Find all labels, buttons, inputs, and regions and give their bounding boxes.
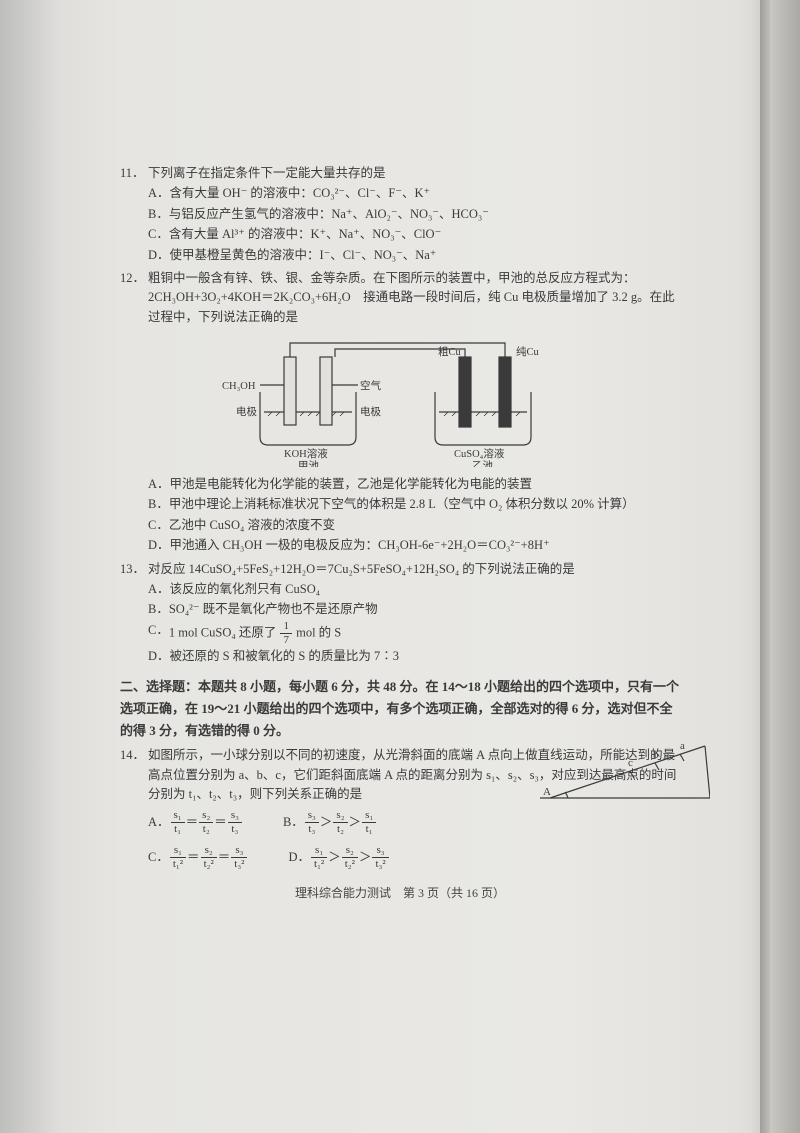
q12-opt-a: A．甲池是电能转化为化学能的装置，乙池是化学能转化为电能的装置 bbox=[148, 475, 680, 494]
q11-opt-b: B．与铝反应产生氢气的溶液中：Na⁺、AlO₂⁻、NO₃⁻、HCO₃⁻ bbox=[148, 205, 680, 224]
label-dianji-r: 电极 bbox=[360, 405, 381, 418]
q13-b-text: SO₄²⁻ 既不是氧化产物也不是还原产物 bbox=[169, 600, 680, 619]
pt-a: a bbox=[680, 740, 685, 752]
q13-c-post: mol 的 S bbox=[293, 625, 341, 639]
q11-b-text: 与铝反应产生氢气的溶液中：Na⁺、AlO₂⁻、NO₃⁻、HCO₃⁻ bbox=[169, 205, 680, 224]
q14-c-label: C． bbox=[148, 848, 169, 867]
q12-diagram: CH₃OH 空气 电极 电极 KOH溶液 甲池 bbox=[120, 337, 680, 467]
q12-opt-c: C．乙池中 CuSO₄ 溶液的浓度不变 bbox=[148, 516, 680, 535]
incline-svg: A c b a bbox=[540, 738, 710, 808]
q13-stem: 对反应 14CuSO₄+5FeS₂+12H₂O＝7Cu₂S+5FeSO₄+12H… bbox=[148, 560, 680, 579]
pt-b: b bbox=[653, 749, 659, 761]
label-cucu: 粗Cu bbox=[438, 346, 462, 358]
q11-a-text: 含有大量 OH⁻ 的溶液中：CO₃²⁻、Cl⁻、F⁻、K⁺ bbox=[170, 184, 680, 203]
right-shade bbox=[750, 0, 800, 1133]
q13-c-frac: 17 bbox=[280, 621, 292, 646]
page-content: 11． 下列离子在指定条件下一定能大量共存的是 A．含有大量 OH⁻ 的溶液中：… bbox=[120, 160, 680, 903]
q14-b-label: B． bbox=[283, 813, 304, 832]
q14-options-row1: A． s₁t₁＝s₂t₂＝s₃t₃ B． s₃t₃＞s₂t₂＞s₁t₁ bbox=[148, 810, 680, 835]
q13-d-text: 被还原的 S 和被氧化的 S 的质量比为 7∶3 bbox=[170, 647, 680, 666]
q14-opt-b: B． s₃t₃＞s₂t₂＞s₁t₁ bbox=[283, 810, 377, 835]
q14-opt-d: D． s₁t₁²＞s₂t₂²＞s₃t₃² bbox=[288, 845, 389, 870]
q14-d-label: D． bbox=[288, 848, 310, 867]
frac-d: 7 bbox=[280, 634, 292, 646]
q14-a-label: A． bbox=[148, 813, 170, 832]
section-2-heading: 二、选择题：本题共 8 小题，每小题 6 分，共 48 分。在 14～18 小题… bbox=[120, 676, 680, 742]
question-14: 14． 如图所示，一小球分别以不同的初速度，从光滑斜面的底端 A 点向上做直线运… bbox=[120, 746, 680, 870]
label-air: 空气 bbox=[360, 379, 381, 392]
q13-opt-b: B．SO₄²⁻ 既不是氧化产物也不是还原产物 bbox=[148, 600, 680, 619]
q11-c-text: 含有大量 Al³⁺ 的溶液中：K⁺、Na⁺、NO₃⁻、ClO⁻ bbox=[169, 225, 680, 244]
q13-number: 13． bbox=[120, 560, 148, 667]
question-13: 13． 对反应 14CuSO₄+5FeS₂+12H₂O＝7Cu₂S+5FeSO₄… bbox=[120, 560, 680, 667]
label-yichi: 乙池 bbox=[472, 459, 493, 467]
q13-opt-d: D．被还原的 S 和被氧化的 S 的质量比为 7∶3 bbox=[148, 647, 680, 666]
question-11: 11． 下列离子在指定条件下一定能大量共存的是 A．含有大量 OH⁻ 的溶液中：… bbox=[120, 164, 680, 265]
label-dianji-l: 电极 bbox=[236, 405, 257, 418]
q12-opt-b: B．甲池中理论上消耗标准状况下空气的体积是 2.8 L（空气中 O₂ 体积分数以… bbox=[148, 495, 680, 514]
q12-d-text: 甲池通入 CH₃OH 一极的电极反应为：CH₃OH-6e⁻+2H₂O＝CO₃²⁻… bbox=[170, 536, 680, 555]
q13-c-text: 1 mol CuSO₄ 还原了 17 mol 的 S bbox=[169, 621, 680, 646]
q11-opt-d: D．使甲基橙呈黄色的溶液中：I⁻、Cl⁻、NO₃⁻、Na⁺ bbox=[148, 246, 680, 265]
q12-number: 12． bbox=[120, 269, 148, 327]
scanned-page: 11． 下列离子在指定条件下一定能大量共存的是 A．含有大量 OH⁻ 的溶液中：… bbox=[0, 0, 800, 1133]
frac-s1t1: s₁t₁ bbox=[171, 810, 185, 835]
q12-opt-d: D．甲池通入 CH₃OH 一极的电极反应为：CH₃OH-6e⁻+2H₂O＝CO₃… bbox=[148, 536, 680, 555]
q14-opt-c: C． s₁t₁²＝s₂t₂²＝s₃t₃² bbox=[148, 845, 248, 870]
label-ch3oh: CH₃OH bbox=[222, 381, 256, 392]
left-shade bbox=[0, 0, 60, 1133]
label-cuso4: CuSO₄溶液 bbox=[454, 447, 505, 460]
q12-a-text: 甲池是电能转化为化学能的装置，乙池是化学能转化为电能的装置 bbox=[170, 475, 680, 494]
binding-fold bbox=[760, 0, 770, 1133]
q13-opt-c: C． 1 mol CuSO₄ 还原了 17 mol 的 S bbox=[148, 621, 680, 646]
q11-stem: 下列离子在指定条件下一定能大量共存的是 bbox=[148, 164, 680, 183]
q11-opt-c: C．含有大量 Al³⁺ 的溶液中：K⁺、Na⁺、NO₃⁻、ClO⁻ bbox=[148, 225, 680, 244]
question-12: 12． 粗铜中一般含有锌、铁、银、金等杂质。在下图所示的装置中，甲池的总反应方程… bbox=[120, 269, 680, 327]
q13-a-text: 该反应的氧化剂只有 CuSO₄ bbox=[170, 580, 680, 599]
q11-opt-a: A．含有大量 OH⁻ 的溶液中：CO₃²⁻、Cl⁻、F⁻、K⁺ bbox=[148, 184, 680, 203]
q14-incline-diagram: A c b a bbox=[540, 738, 710, 808]
q12-stem: 粗铜中一般含有锌、铁、银、金等杂质。在下图所示的装置中，甲池的总反应方程式为：2… bbox=[148, 269, 680, 327]
q11-number: 11． bbox=[120, 164, 148, 265]
q11-d-text: 使甲基橙呈黄色的溶液中：I⁻、Cl⁻、NO₃⁻、Na⁺ bbox=[170, 246, 680, 265]
q14-number: 14． bbox=[120, 746, 148, 870]
fuel-cell-diagram-svg: CH₃OH 空气 电极 电极 KOH溶液 甲池 bbox=[220, 337, 580, 467]
pt-c: c bbox=[628, 757, 633, 769]
q12-c-text: 乙池中 CuSO₄ 溶液的浓度不变 bbox=[169, 516, 680, 535]
q14-options-row2: C． s₁t₁²＝s₂t₂²＝s₃t₃² D． s₁t₁²＞s₂t₂²＞s₃t₃… bbox=[148, 845, 680, 870]
q13-opt-a: A．该反应的氧化剂只有 CuSO₄ bbox=[148, 580, 680, 599]
q13-c-pre: 1 mol CuSO₄ 还原了 bbox=[169, 625, 280, 639]
label-chuncu: 纯Cu bbox=[516, 345, 540, 358]
pt-A: A bbox=[543, 786, 551, 798]
q14-opt-a: A． s₁t₁＝s₂t₂＝s₃t₃ bbox=[148, 810, 243, 835]
label-koh: KOH溶液 bbox=[284, 447, 328, 460]
label-jiachi: 甲池 bbox=[298, 459, 319, 467]
frac-n: 1 bbox=[280, 621, 292, 634]
page-footer: 理科综合能力测试 第 3 页（共 16 页） bbox=[120, 884, 680, 903]
q12-b-text: 甲池中理论上消耗标准状况下空气的体积是 2.8 L（空气中 O₂ 体积分数以 2… bbox=[169, 495, 680, 514]
